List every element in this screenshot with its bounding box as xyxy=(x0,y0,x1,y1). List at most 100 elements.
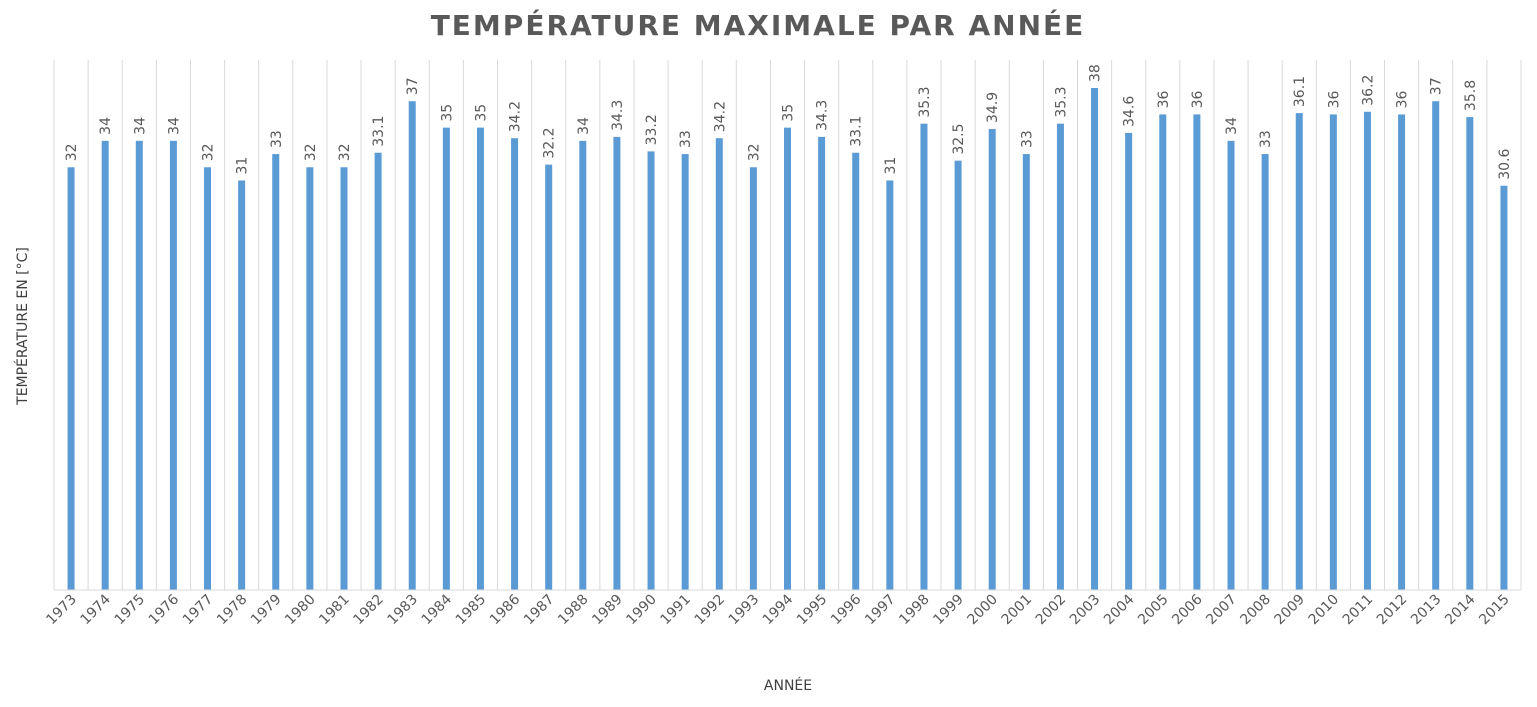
x-tick-1978: 1978 xyxy=(214,592,251,629)
x-tick-2015: 2015 xyxy=(1476,592,1513,629)
x-tick-2011: 2011 xyxy=(1340,592,1377,629)
x-tick-2012: 2012 xyxy=(1374,592,1411,629)
data-label-1979: 33 xyxy=(269,130,285,148)
bar-2003 xyxy=(1091,88,1099,590)
x-tick-2007: 2007 xyxy=(1203,592,1240,629)
x-tick-1975: 1975 xyxy=(112,592,149,629)
bar-2012 xyxy=(1398,114,1406,590)
x-tick-1996: 1996 xyxy=(828,591,865,628)
chart-title: TEMPÉRATURE MAXIMALE PAR ANNÉE xyxy=(431,8,1086,42)
data-label-2000: 34.9 xyxy=(985,92,1001,123)
bar-2007 xyxy=(1227,140,1235,590)
x-tick-1989: 1989 xyxy=(589,592,626,629)
x-tick-2005: 2005 xyxy=(1135,592,1172,629)
bar-1989 xyxy=(613,136,621,590)
data-label-1990: 33.2 xyxy=(644,114,660,145)
bar-1976 xyxy=(169,140,177,590)
data-label-1998: 35.3 xyxy=(917,86,933,117)
x-tick-2003: 2003 xyxy=(1067,592,1104,629)
bar-2009 xyxy=(1295,113,1303,590)
data-label-2009: 36.1 xyxy=(1292,76,1308,107)
bar-1990 xyxy=(647,151,655,590)
x-tick-2013: 2013 xyxy=(1408,592,1445,629)
bar-1985 xyxy=(476,127,484,590)
bar-1974 xyxy=(101,140,109,590)
bar-1998 xyxy=(920,123,928,590)
bar-1980 xyxy=(306,167,314,590)
x-tick-1979: 1979 xyxy=(248,592,285,629)
x-tick-2000: 2000 xyxy=(965,592,1002,629)
data-label-2008: 33 xyxy=(1258,130,1274,148)
data-label-2013: 37 xyxy=(1429,77,1445,95)
x-tick-1973: 1973 xyxy=(43,592,80,629)
x-tick-1985: 1985 xyxy=(453,592,490,629)
data-label-2005: 36 xyxy=(1156,91,1172,109)
data-label-2007: 34 xyxy=(1224,117,1240,135)
data-label-2011: 36.2 xyxy=(1360,75,1376,106)
x-tick-1992: 1992 xyxy=(692,592,729,629)
x-tick-2002: 2002 xyxy=(1033,592,1070,629)
gridlines xyxy=(53,60,1522,590)
data-label-2003: 38 xyxy=(1088,64,1104,82)
bar-1979 xyxy=(272,154,280,591)
y-axis-title: TEMPÉRATURE EN [°C] xyxy=(14,247,31,406)
x-tick-2006: 2006 xyxy=(1169,591,1206,628)
data-label-1973: 32 xyxy=(64,143,80,161)
bar-1986 xyxy=(511,138,519,590)
data-label-2014: 35.8 xyxy=(1463,80,1479,111)
data-label-1983: 37 xyxy=(405,77,421,95)
data-label-1992: 34.2 xyxy=(712,101,728,132)
bar-2010 xyxy=(1329,114,1337,590)
bar-1991 xyxy=(681,154,689,591)
data-label-1997: 31 xyxy=(883,157,899,175)
bar-1993 xyxy=(749,167,757,590)
bar-1995 xyxy=(818,136,826,590)
x-tick-1974: 1974 xyxy=(77,591,114,628)
bar-1997 xyxy=(886,180,894,590)
data-label-1985: 35 xyxy=(473,104,489,122)
data-label-1993: 32 xyxy=(746,143,762,161)
bar-2000 xyxy=(988,128,996,590)
x-tick-2009: 2009 xyxy=(1272,592,1309,629)
x-tick-1981: 1981 xyxy=(316,592,353,629)
bar-2004 xyxy=(1125,132,1133,591)
bar-2005 xyxy=(1159,114,1167,590)
bar-2006 xyxy=(1193,114,1201,590)
x-tick-1977: 1977 xyxy=(180,592,217,629)
x-tick-1994: 1994 xyxy=(760,591,797,628)
data-label-1999: 32.5 xyxy=(951,123,967,154)
bar-1973 xyxy=(67,167,75,590)
bar-1977 xyxy=(204,167,212,590)
x-tick-2001: 2001 xyxy=(999,592,1036,629)
x-tick-2014: 2014 xyxy=(1442,591,1479,628)
x-tick-1991: 1991 xyxy=(657,592,694,629)
x-tick-1982: 1982 xyxy=(350,592,387,629)
data-label-2001: 33 xyxy=(1019,130,1035,148)
bar-1975 xyxy=(135,140,143,590)
x-axis-title: ANNÉE xyxy=(764,677,812,694)
data-label-2002: 35.3 xyxy=(1053,86,1069,117)
x-tick-1976: 1976 xyxy=(146,591,183,628)
x-tick-1999: 1999 xyxy=(930,592,967,629)
data-label-1975: 34 xyxy=(132,117,148,135)
bar-2013 xyxy=(1432,101,1440,591)
bar-2011 xyxy=(1363,111,1371,591)
data-label-1980: 32 xyxy=(303,143,319,161)
bar-1981 xyxy=(340,167,348,590)
bar-1987 xyxy=(545,164,553,591)
data-label-2006: 36 xyxy=(1190,91,1206,109)
x-tick-2010: 2010 xyxy=(1306,592,1343,629)
data-label-1984: 35 xyxy=(439,104,455,122)
data-label-1991: 33 xyxy=(678,130,694,148)
data-label-1996: 33.1 xyxy=(849,116,865,147)
data-labels: 32 34 34 34 32 31 33 32 32 33.1 37 35 35 34.2 32.2 34 34… xyxy=(64,64,1513,180)
x-tick-1986: 1986 xyxy=(487,591,524,628)
data-label-1977: 32 xyxy=(201,143,217,161)
data-label-2004: 34.6 xyxy=(1122,96,1138,127)
data-label-1987: 32.2 xyxy=(542,127,558,158)
data-label-1989: 34.3 xyxy=(610,100,626,131)
bar-1996 xyxy=(852,152,860,591)
data-label-2015: 30.6 xyxy=(1497,148,1513,179)
